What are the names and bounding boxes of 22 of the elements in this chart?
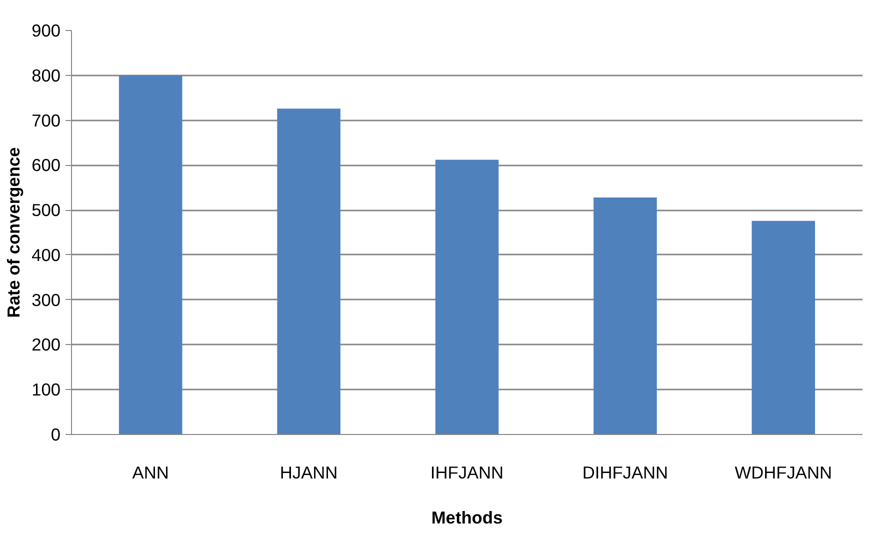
- x-tick-label: DIHFJANN: [582, 462, 668, 482]
- y-tick-label: 900: [32, 20, 61, 40]
- y-tick-label: 600: [32, 155, 61, 176]
- y-tick-label: 800: [32, 65, 61, 86]
- y-tick-label: 200: [32, 334, 61, 355]
- y-tick-label: 300: [32, 290, 61, 310]
- x-axis-title: Methods: [431, 508, 503, 528]
- x-tick-label: ANN: [132, 462, 169, 482]
- bar: [435, 160, 499, 434]
- x-tick-label: HJANN: [280, 462, 338, 482]
- bar: [277, 108, 340, 434]
- y-tick-label: 500: [32, 200, 61, 220]
- y-tick-label: 100: [32, 380, 61, 400]
- x-tick-label: IHFJANN: [430, 462, 504, 482]
- bar: [118, 75, 182, 434]
- y-axis-title: Rate of convergence: [4, 146, 24, 318]
- y-tick-label: 0: [50, 424, 61, 444]
- y-tick-label: 700: [32, 110, 61, 130]
- y-tick-label: 400: [32, 244, 61, 265]
- x-tick-label: WDHFJANN: [734, 462, 832, 482]
- bar: [752, 220, 816, 434]
- bar: [594, 197, 657, 434]
